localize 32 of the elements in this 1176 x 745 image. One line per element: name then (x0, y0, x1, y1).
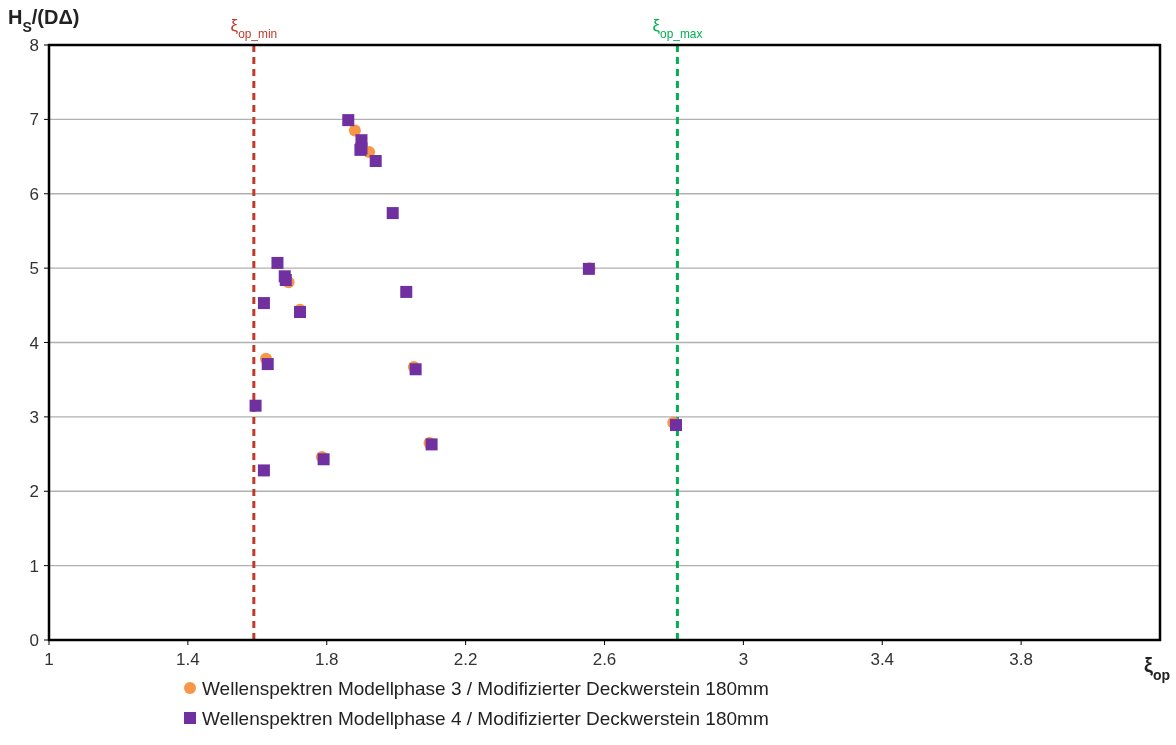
point (369, 155, 382, 168)
point (271, 256, 284, 269)
point (400, 285, 413, 298)
legend-label: Wellenspektren Modellphase 4 / Modifizierter Deckwerstein 180mm (202, 708, 769, 729)
point (249, 399, 262, 412)
ref-line-label: ξ$_{op_min}$ (230, 16, 278, 41)
point (257, 464, 270, 477)
y-tick-label: 8 (29, 36, 39, 55)
legend-label: Wellenspektren Modellphase 3 / Modifizierter Deckwerstein 180mm (202, 678, 769, 699)
x-tick-label: 2.2 (453, 650, 478, 669)
y-tick-label: 7 (29, 110, 39, 130)
point (261, 358, 274, 371)
y-tick-label: 0 (29, 631, 39, 650)
y-tick-label: 1 (29, 556, 39, 576)
y-tick-label: 6 (29, 184, 39, 204)
x-axis-title: ξ$_{op}$ (1143, 654, 1170, 683)
x-tick-label: 3 (738, 650, 749, 669)
x-tick-label: 1.4 (176, 650, 200, 669)
x-tick-label: 2.6 (592, 650, 617, 669)
point (386, 207, 399, 220)
point (257, 297, 270, 310)
x-tick-label: 1.8 (314, 650, 339, 669)
y-axis-title: H$_{S}$/(DΔ) (8, 6, 80, 35)
x-tick-label: 3.8 (1009, 650, 1033, 669)
x-tick-label: 1 (44, 650, 54, 669)
y-tick-label: 5 (29, 259, 39, 279)
x-tick-label: 3.4 (870, 650, 895, 669)
ref-line-label: ξ$_{op_max}$ (652, 16, 703, 41)
y-tick-label: 2 (29, 482, 39, 502)
point (342, 114, 355, 127)
y-tick-label: 4 (29, 333, 39, 353)
y-tick-label: 3 (29, 407, 39, 427)
